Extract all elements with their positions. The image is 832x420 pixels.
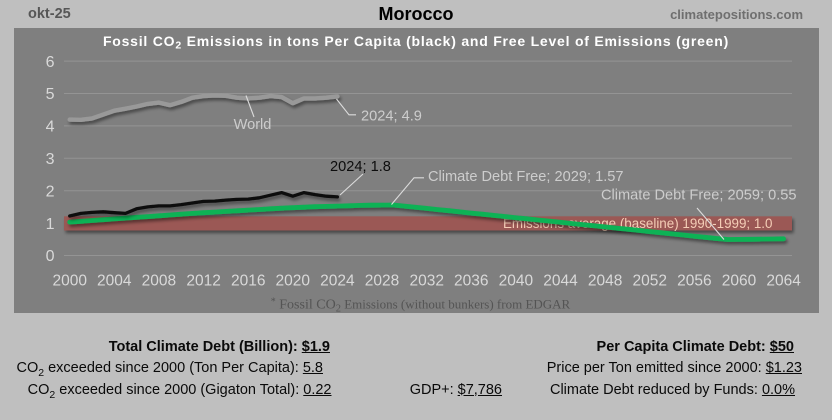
svg-text:6: 6	[46, 54, 55, 71]
svg-text:2060: 2060	[722, 272, 757, 289]
svg-text:2044: 2044	[543, 272, 578, 289]
svg-text:2052: 2052	[633, 272, 667, 289]
svg-text:Climate Debt Free; 2059; 0.55: Climate Debt Free; 2059; 0.55	[601, 188, 797, 204]
svg-text:0: 0	[46, 248, 55, 265]
svg-text:1: 1	[46, 216, 55, 233]
svg-text:* Fossil CO2 Emissions (withou: * Fossil CO2 Emissions (without bunkers)…	[271, 297, 571, 314]
svg-text:2004: 2004	[97, 272, 132, 289]
svg-text:2028: 2028	[365, 272, 399, 289]
svg-text:Climate Debt Free; 2029; 1.57: Climate Debt Free; 2029; 1.57	[428, 169, 624, 185]
svg-text:2: 2	[46, 183, 55, 200]
svg-text:World: World	[234, 117, 272, 133]
svg-text:2000: 2000	[52, 272, 87, 289]
svg-text:2016: 2016	[231, 272, 265, 289]
svg-text:4: 4	[46, 119, 55, 136]
svg-text:2048: 2048	[588, 272, 622, 289]
svg-text:2024: 2024	[320, 272, 355, 289]
svg-text:2032: 2032	[409, 272, 443, 289]
svg-text:5: 5	[46, 86, 55, 103]
svg-text:Fossil CO2 Emissions in tons P: Fossil CO2 Emissions in tons Per Capita …	[103, 33, 729, 52]
svg-text:2012: 2012	[186, 272, 220, 289]
svg-text:2040: 2040	[499, 272, 534, 289]
svg-text:2024; 1.8: 2024; 1.8	[330, 159, 391, 175]
svg-text:2020: 2020	[276, 272, 311, 289]
svg-text:2064: 2064	[766, 272, 801, 289]
svg-text:3: 3	[46, 151, 55, 168]
svg-text:2008: 2008	[142, 272, 176, 289]
svg-text:2056: 2056	[677, 272, 711, 289]
svg-text:2024; 4.9: 2024; 4.9	[361, 109, 422, 125]
svg-text:Emissions average (baseline) 1: Emissions average (baseline) 1990-1999; …	[503, 216, 772, 231]
svg-text:2036: 2036	[454, 272, 488, 289]
